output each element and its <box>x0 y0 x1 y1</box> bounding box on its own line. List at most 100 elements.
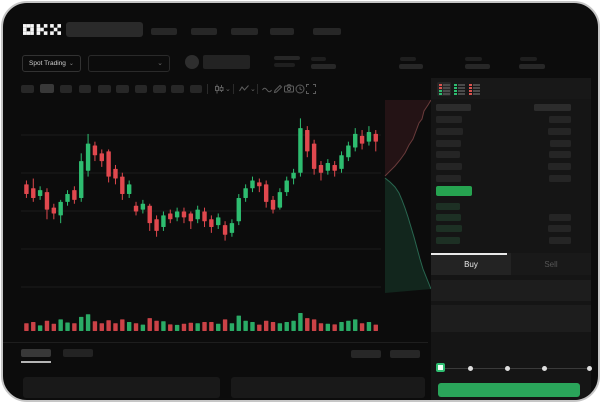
amount-input[interactable] <box>431 305 591 332</box>
trading-mode-dropdown[interactable]: Spot Trading ⌄ <box>22 55 81 72</box>
slider-step-dot[interactable] <box>587 366 592 371</box>
pair-coin-icon[interactable] <box>185 55 199 69</box>
nav-item-skeleton[interactable] <box>151 28 177 35</box>
slider-step-dot[interactable] <box>542 366 547 371</box>
nav-item-skeleton[interactable] <box>191 28 217 35</box>
nav-item-skeleton[interactable] <box>270 28 294 35</box>
pair-name-skeleton <box>203 55 250 69</box>
interval-button-active[interactable] <box>40 84 54 93</box>
orderbook-bid-row-qty[interactable] <box>436 225 462 233</box>
chevron-down-icon[interactable]: ⌄ <box>250 86 256 93</box>
interval-button[interactable] <box>135 85 147 93</box>
indicators-icon[interactable] <box>238 83 249 94</box>
stat-value-skeleton <box>399 64 423 69</box>
chevron-down-icon: ⌄ <box>157 60 163 67</box>
orderbook-bid-row-qty[interactable] <box>436 214 461 222</box>
chevron-down-icon[interactable]: ⌄ <box>225 86 231 93</box>
chart-toolbar: ⌄ ⌄ <box>3 79 428 99</box>
top-navbar <box>3 3 598 47</box>
bottom-action-skeleton[interactable] <box>390 350 420 358</box>
bottom-divider <box>3 342 428 343</box>
orderbook-ask-row-total[interactable] <box>548 127 571 135</box>
buy-button[interactable] <box>438 383 580 397</box>
orderbook-header-qty[interactable] <box>436 104 471 111</box>
interval-button[interactable] <box>190 85 202 93</box>
history-clock-icon[interactable] <box>294 83 305 94</box>
orderbook-mode-both-icon[interactable] <box>437 82 451 96</box>
last-price-skeleton <box>274 56 300 60</box>
orderbook-ask-row-total[interactable] <box>550 139 571 147</box>
orderbook-bid-row-total[interactable] <box>548 225 571 233</box>
tab-buy[interactable]: Buy <box>431 253 511 275</box>
orderbook-ask-row-total[interactable] <box>549 175 571 182</box>
orderbook-ask-row-qty[interactable] <box>436 151 460 159</box>
orderbook-ask-row-qty[interactable] <box>436 175 461 182</box>
interval-button[interactable] <box>153 85 166 93</box>
okx-logo[interactable] <box>23 24 61 35</box>
stat-label-skeleton <box>311 57 326 61</box>
orderbook-ask-row-total[interactable] <box>549 116 571 123</box>
bottom-panel <box>231 377 425 398</box>
nav-item-skeleton[interactable] <box>231 28 258 35</box>
sell-tab-label: Sell <box>544 259 558 269</box>
pair-dropdown[interactable]: ⌄ <box>88 55 170 72</box>
tab-sell[interactable]: Sell <box>511 253 591 275</box>
stat-label-skeleton <box>520 57 537 61</box>
amount-slider[interactable] <box>437 368 591 369</box>
depth-chart <box>384 99 431 293</box>
bottom-tab-underline <box>21 361 51 363</box>
stat-value-skeleton <box>311 64 336 69</box>
interval-button[interactable] <box>79 85 91 93</box>
bottom-tab-active[interactable] <box>21 349 51 357</box>
candlestick-chart[interactable] <box>19 97 383 337</box>
interval-button[interactable] <box>60 85 72 93</box>
bottom-panel <box>23 377 220 398</box>
order-form-tabs: Buy Sell <box>431 253 591 275</box>
price-change-skeleton <box>274 63 295 67</box>
interval-button[interactable] <box>116 85 129 93</box>
orderbook-ask-row-qty[interactable] <box>436 163 462 171</box>
orderbook-ask-row-total[interactable] <box>548 163 571 171</box>
orderbook-bid-row-qty[interactable] <box>436 203 460 210</box>
buy-tab-indicator <box>431 253 507 255</box>
search-input[interactable] <box>66 22 143 37</box>
slider-step-dot[interactable] <box>505 366 510 371</box>
price-input[interactable] <box>431 280 591 301</box>
orderbook-bid-row-qty[interactable] <box>436 236 460 244</box>
orderbook-ask-row-total[interactable] <box>549 151 571 159</box>
nav-item-skeleton[interactable] <box>313 28 341 35</box>
orderbook-mode-asks-icon[interactable] <box>467 82 481 96</box>
interval-button[interactable] <box>171 85 184 93</box>
orderbook-mode-bids-icon[interactable] <box>452 82 466 96</box>
stat-value-skeleton <box>519 64 545 69</box>
slider-handle[interactable] <box>436 363 445 372</box>
interval-button[interactable] <box>21 85 34 93</box>
stat-label-skeleton <box>465 57 482 61</box>
slider-step-dot[interactable] <box>468 366 473 371</box>
market-bar: Spot Trading ⌄ ⌄ <box>3 47 598 79</box>
orderbook <box>431 99 591 249</box>
fullscreen-icon[interactable] <box>305 83 316 94</box>
stat-label-skeleton <box>400 57 416 61</box>
bottom-action-skeleton[interactable] <box>351 350 381 358</box>
line-tool-icon[interactable] <box>261 84 272 95</box>
orderbook-header-total[interactable] <box>534 104 571 111</box>
orderbook-last-price[interactable] <box>436 186 472 196</box>
orderbook-ask-row-qty[interactable] <box>436 116 462 123</box>
bottom-tab[interactable] <box>63 349 93 357</box>
toolbar-divider <box>257 84 258 94</box>
orderbook-bid-row-total[interactable] <box>549 236 571 244</box>
toolbar-divider <box>207 84 208 94</box>
orderbook-ask-row-qty[interactable] <box>436 139 461 147</box>
candle-style-icon[interactable] <box>213 83 224 94</box>
camera-icon[interactable] <box>283 83 294 94</box>
orderbook-bid-row-total[interactable] <box>549 214 571 222</box>
toolbar-divider <box>233 84 234 94</box>
interval-button[interactable] <box>98 85 111 93</box>
orderbook-ask-row-qty[interactable] <box>436 127 463 135</box>
buy-tab-label: Buy <box>464 259 478 269</box>
trading-mode-label: Spot Trading <box>29 60 66 67</box>
chevron-down-icon: ⌄ <box>68 60 74 67</box>
draw-pencil-icon[interactable] <box>272 83 283 94</box>
